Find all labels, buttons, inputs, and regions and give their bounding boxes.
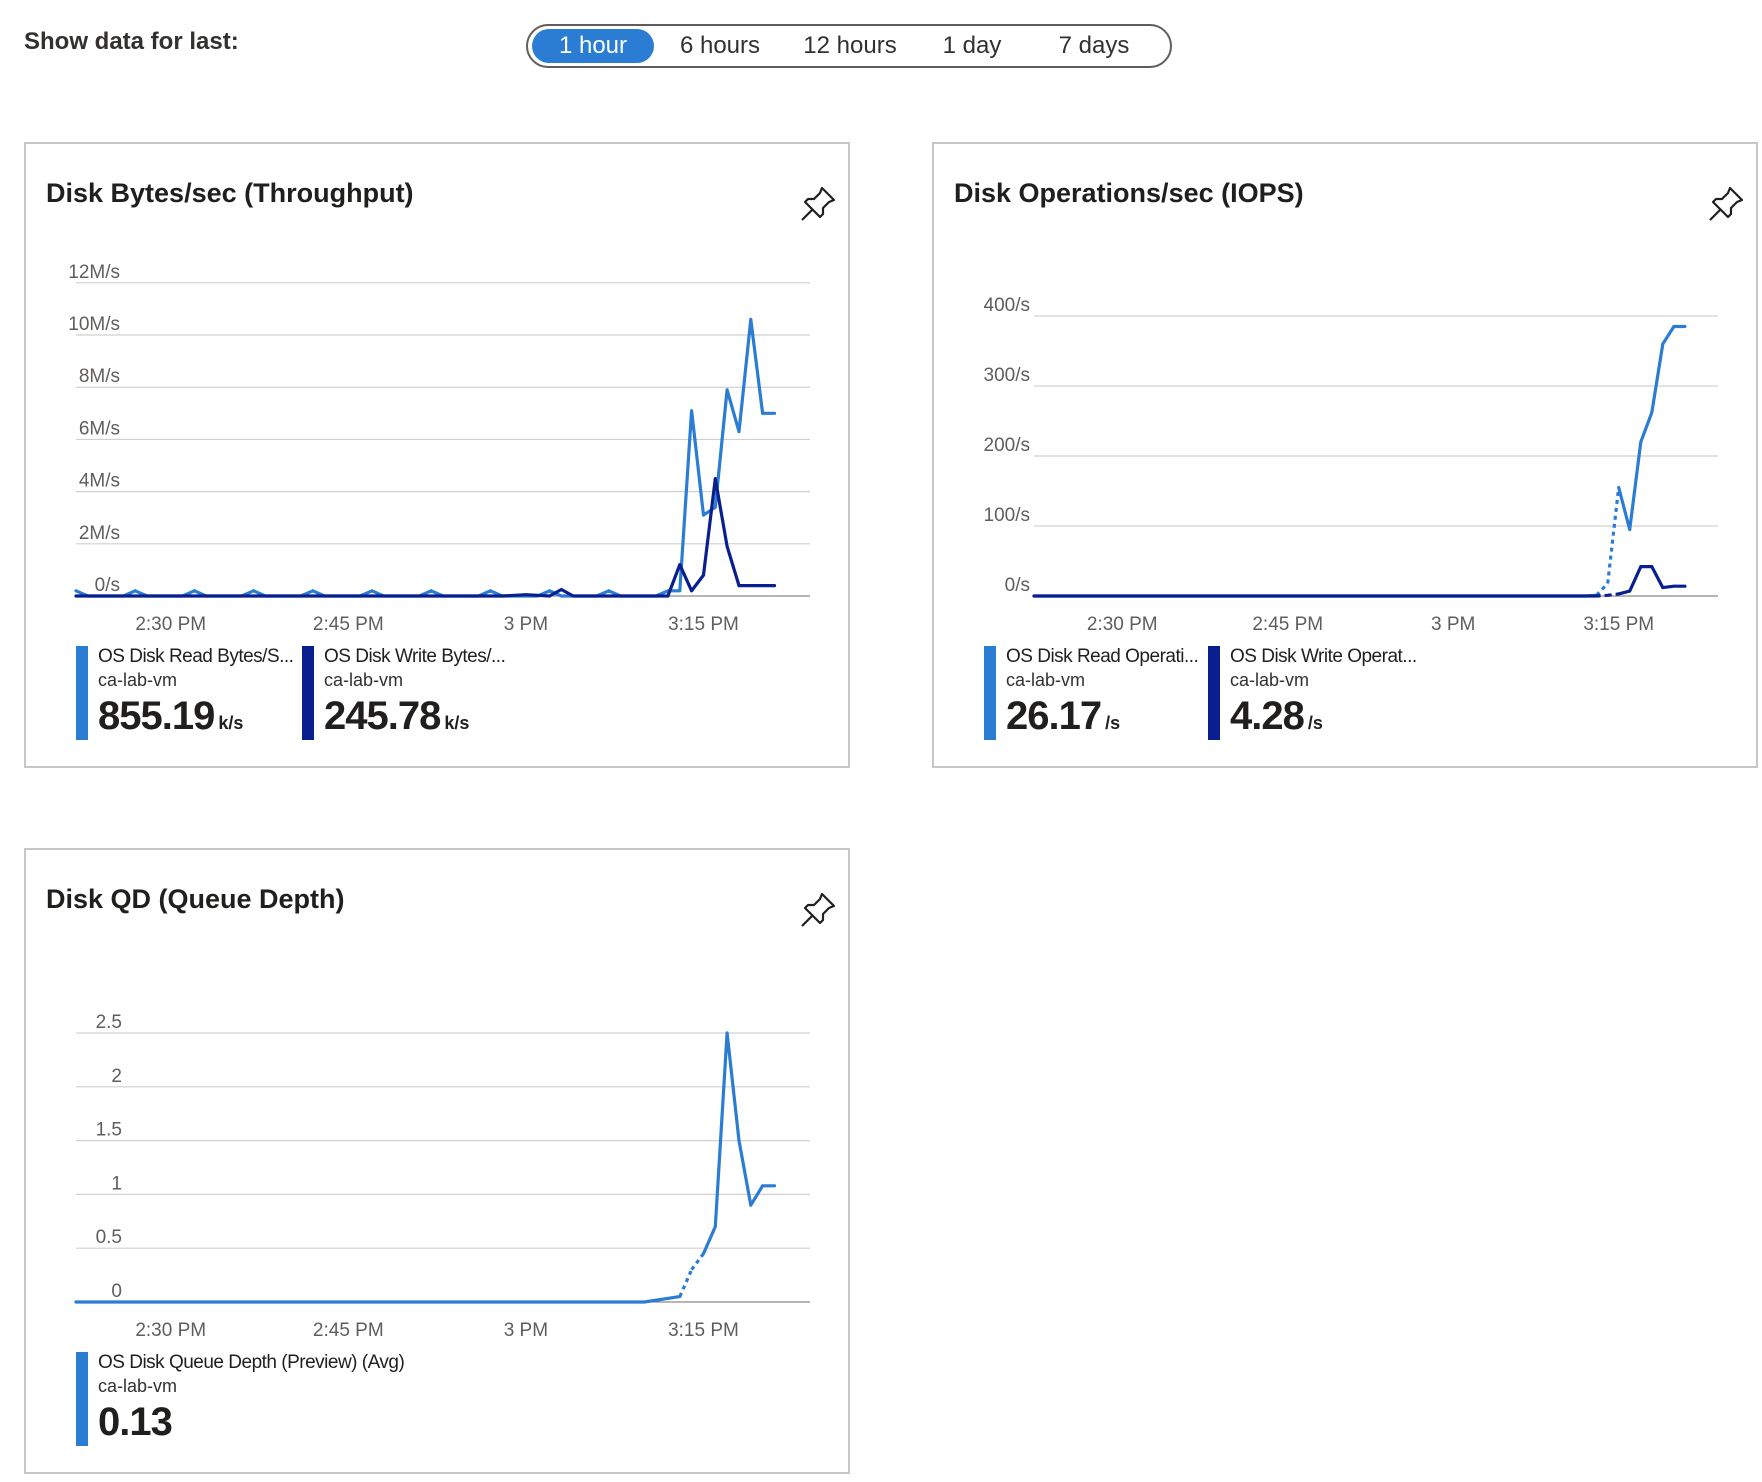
range-6-hours-button[interactable]: 6 hours (679, 32, 761, 59)
legend-series-name: OS Disk Read Bytes/S... (98, 646, 294, 667)
legend-series-name: OS Disk Write Bytes/... (324, 646, 506, 667)
y-tick-label: 0/s (1005, 575, 1030, 596)
y-tick-label: 0/s (95, 575, 120, 596)
range-7-days-button[interactable]: 7 days (1058, 32, 1130, 59)
legend-value: 4.28/s (1230, 694, 1323, 739)
series-line (74, 1031, 777, 1304)
legend-color-swatch (76, 646, 88, 740)
time-range-label: Show data for last: (24, 28, 239, 55)
legend-value: 26.17/s (1006, 694, 1120, 739)
x-tick-label: 2:30 PM (135, 1320, 206, 1341)
series-line (1032, 324, 1687, 598)
legend-series-name: OS Disk Queue Depth (Preview) (Avg) (98, 1352, 405, 1373)
series-line-dashed (678, 1252, 705, 1298)
y-tick-label: 300/s (984, 365, 1030, 386)
y-tick-label: 6M/s (79, 418, 120, 439)
range-1-day-button[interactable]: 1 day (942, 32, 1002, 59)
x-tick-label: 3:15 PM (668, 614, 739, 635)
y-tick-label: 200/s (984, 435, 1030, 456)
x-tick-label: 3 PM (504, 614, 548, 635)
y-tick-label: 2 (111, 1066, 122, 1087)
y-tick-label: 2M/s (79, 523, 120, 544)
x-tick-label: 3:15 PM (1583, 614, 1654, 635)
pin-icon[interactable] (798, 184, 838, 224)
legend-resource-name: ca-lab-vm (1230, 670, 1310, 690)
card-title: Disk Bytes/sec (Throughput) (46, 178, 414, 208)
x-tick-label: 2:30 PM (135, 614, 206, 635)
y-tick-label: 400/s (984, 295, 1030, 316)
y-tick-label: 2.5 (96, 1012, 122, 1033)
legend-value-number: 245.78 (324, 694, 441, 738)
legend-color-swatch (76, 1352, 88, 1446)
legend-value-unit: k/s (444, 713, 470, 733)
y-tick-label: 1 (111, 1173, 122, 1194)
legend-value: 245.78 k/s (324, 694, 469, 739)
legend-value-number: 4.28 (1230, 694, 1305, 738)
series-line-dashed (1595, 487, 1621, 597)
x-tick-label: 3:15 PM (668, 1320, 739, 1341)
legend-value: 855.19 k/s (98, 694, 243, 739)
range-1-hour-button[interactable]: 1 hour (532, 29, 654, 63)
y-tick-label: 100/s (984, 505, 1030, 526)
throughput-card: Disk Bytes/sec (Throughput) 0/s 2M/s 4M/s 6… (24, 142, 850, 768)
iops-chart: 0/s 100/s 200/s 300/s 400/s 2:30 PM 2:45 PM 3 P… (984, 295, 1718, 635)
legend-value-number: 26.17 (1006, 694, 1102, 738)
legend-color-swatch (984, 646, 996, 740)
card-title: Disk QD (Queue Depth) (46, 884, 345, 914)
legend-resource-name: ca-lab-vm (98, 1376, 178, 1396)
legend-resource-name: ca-lab-vm (324, 670, 404, 690)
legend-value-unit: k/s (218, 713, 244, 733)
series-line (74, 477, 777, 598)
throughput-chart: 0/s 2M/s 4M/s 6M/s 8M/s 10M/s 12M/s 2:30 PM 2:45… (68, 262, 810, 635)
x-tick-label: 2:45 PM (1252, 614, 1323, 635)
legend-color-swatch (302, 646, 314, 740)
x-tick-label: 3 PM (1431, 614, 1475, 635)
card-title: Disk Operations/sec (IOPS) (954, 178, 1304, 208)
y-tick-label: 4M/s (79, 471, 120, 492)
legend-value-unit: /s (1307, 713, 1323, 733)
legend-color-swatch (1208, 646, 1220, 740)
y-tick-label: 1.5 (96, 1120, 122, 1141)
legend-value-number: 0.13 (98, 1400, 173, 1444)
series-line-dashed (1596, 592, 1619, 598)
pin-icon[interactable] (798, 890, 838, 930)
queue-depth-card: Disk QD (Queue Depth) 0 0.5 1 1.5 2 2.5 2:30 P… (24, 848, 850, 1474)
x-tick-label: 2:45 PM (313, 1320, 384, 1341)
x-tick-label: 3 PM (504, 1320, 548, 1341)
y-tick-label: 0.5 (96, 1227, 122, 1248)
y-tick-label: 12M/s (68, 262, 120, 283)
x-tick-label: 2:45 PM (313, 614, 384, 635)
series-line (1032, 565, 1687, 598)
y-tick-label: 8M/s (79, 366, 120, 387)
pin-icon[interactable] (1706, 184, 1746, 224)
legend-value-unit: /s (1105, 713, 1121, 733)
y-tick-label: 0 (111, 1281, 122, 1302)
queue-depth-chart: 0 0.5 1 1.5 2 2.5 2:30 PM 2:45 PM 3 PM 3:15 PM (74, 1012, 810, 1341)
legend-resource-name: ca-lab-vm (98, 670, 178, 690)
x-tick-label: 2:30 PM (1087, 614, 1158, 635)
legend-value: 0.13 (98, 1400, 173, 1445)
series-line (74, 317, 777, 598)
legend-series-name: OS Disk Write Operat... (1230, 646, 1417, 667)
legend-series-name: OS Disk Read Operati... (1006, 646, 1199, 667)
y-tick-label: 10M/s (68, 314, 120, 335)
legend-resource-name: ca-lab-vm (1006, 670, 1086, 690)
time-range-selector: 1 hour 6 hours 12 hours 1 day 7 days (526, 24, 1172, 68)
legend-value-number: 855.19 (98, 694, 215, 738)
range-12-hours-button[interactable]: 12 hours (803, 32, 897, 59)
iops-card: Disk Operations/sec (IOPS) 0/s 100/s 200/s… (932, 142, 1758, 768)
